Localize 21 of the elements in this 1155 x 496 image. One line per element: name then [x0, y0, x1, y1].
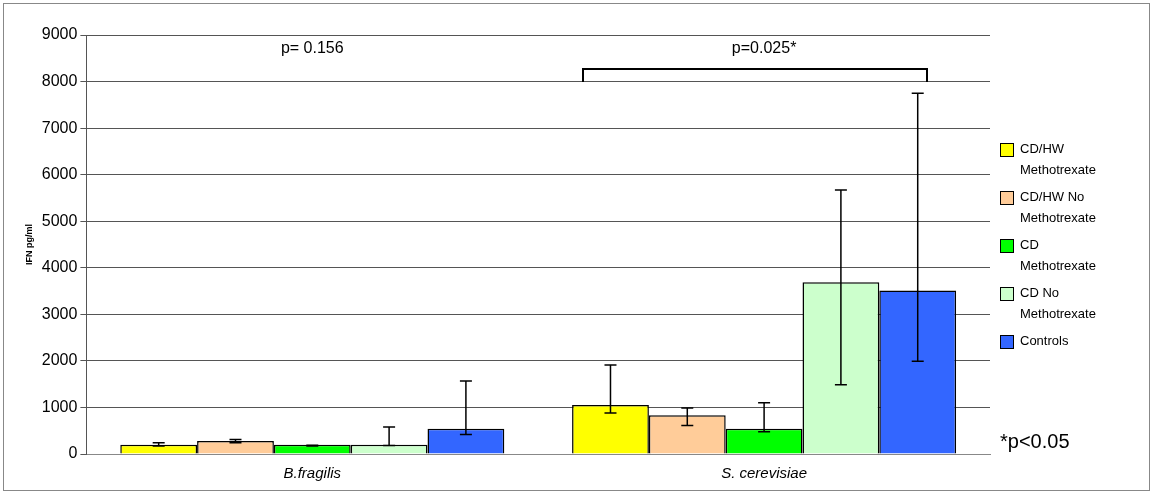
- text: *p<0.05: [1000, 430, 1070, 453]
- y-tick-label: 3000: [41, 304, 78, 322]
- y-axis-title: IFN pg/ml: [23, 224, 34, 265]
- x-tick-label: S. cerevisiae: [721, 464, 808, 482]
- y-tick-label: 0: [68, 444, 78, 462]
- legend-label: Controls: [1020, 332, 1070, 350]
- legend-label: CD Methotrexate: [1020, 236, 1097, 275]
- y-tick-label: 7000: [41, 118, 78, 136]
- legend-label: CD/HW Methotrexate: [1020, 140, 1097, 179]
- annotation: p=0.025*: [731, 39, 797, 57]
- legend-label: CD No Methotrexate: [1020, 284, 1097, 323]
- y-tick-label: 5000: [41, 211, 78, 229]
- y-tick-label: 8000: [41, 71, 78, 89]
- annotation: p= 0.156: [280, 39, 344, 57]
- y-tick-label: 2000: [41, 351, 78, 369]
- x-tick-label: B.fragilis: [283, 464, 342, 482]
- y-tick-label: 9000: [41, 25, 78, 43]
- legend-label: CD/HW No Methotrexate: [1020, 188, 1097, 227]
- y-tick-label: 4000: [41, 258, 78, 276]
- y-tick-label: 6000: [41, 165, 78, 183]
- y-tick-label: 1000: [41, 397, 78, 415]
